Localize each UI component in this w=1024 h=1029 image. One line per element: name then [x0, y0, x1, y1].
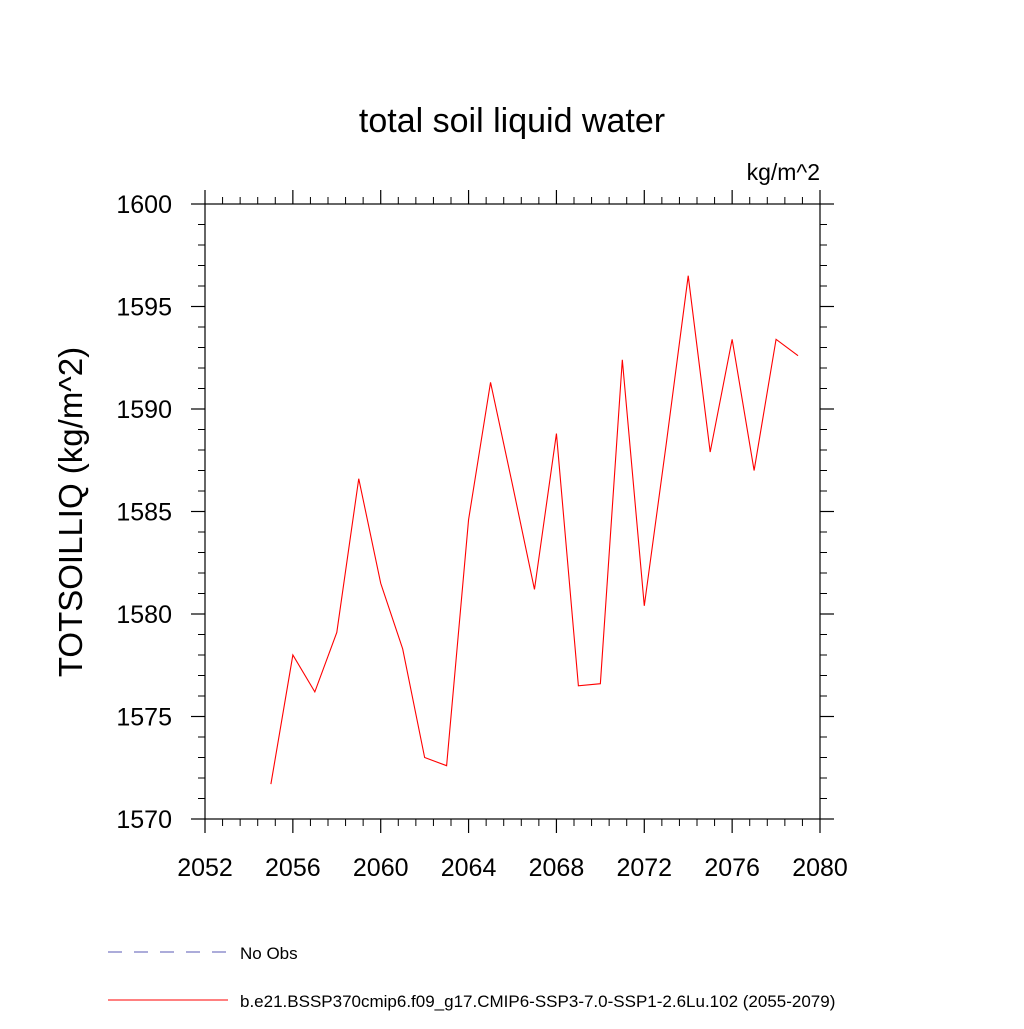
data-point: [357, 477, 360, 480]
axes: 2052 2056 2060 2064 2068 2072 2076 2080 1570 1575…: [116, 190, 848, 882]
y-tick-label: 1580: [116, 601, 172, 629]
units-label: kg/m^2: [747, 159, 820, 185]
data-point: [643, 604, 646, 607]
legend-label: No Obs: [240, 944, 298, 963]
y-tick-label: 1585: [116, 499, 172, 527]
y-axis-label: TOTSOILLIQ (kg/m^2): [52, 347, 89, 677]
y-tick-label: 1575: [116, 704, 172, 732]
y-tick-label: 1590: [116, 396, 172, 424]
data-point: [665, 442, 668, 445]
data-point: [555, 432, 558, 435]
data-point: [379, 582, 382, 585]
y-tick-label: 1600: [116, 191, 172, 219]
x-tick-label: 2068: [529, 854, 585, 882]
chart-title: total soil liquid water: [359, 102, 665, 140]
data-point: [577, 684, 580, 687]
x-tick-label: 2056: [265, 854, 321, 882]
data-point: [423, 756, 426, 759]
data-point: [731, 338, 734, 341]
data-point: [313, 690, 316, 693]
data-point: [533, 588, 536, 591]
data-point: [445, 764, 448, 767]
data-point: [687, 274, 690, 277]
data-point: [467, 518, 470, 521]
data-point: [599, 682, 602, 685]
x-tick-label: 2076: [704, 854, 760, 882]
y-tick-label: 1570: [116, 806, 172, 834]
plot-series: [269, 274, 800, 786]
data-point: [335, 631, 338, 634]
data-point: [709, 451, 712, 454]
x-tick-label: 2080: [792, 854, 848, 882]
data-point: [775, 338, 778, 341]
legend-label: b.e21.BSSP370cmip6.f09_g17.CMIP6-SSP3-7.…: [240, 992, 835, 1011]
x-tick-label: 2072: [616, 854, 672, 882]
y-tick-label: 1595: [116, 294, 172, 322]
legend: No Obs b.e21.BSSP370cmip6.f09_g17.CMIP6-S…: [108, 944, 835, 1011]
data-point: [269, 783, 272, 786]
data-point: [489, 381, 492, 384]
x-tick-label: 2060: [353, 854, 409, 882]
plot-frame: [204, 203, 821, 820]
data-point: [797, 354, 800, 357]
x-tick-label: 2052: [177, 854, 233, 882]
series-line: [270, 275, 799, 785]
data-point: [511, 483, 514, 486]
data-point: [291, 654, 294, 657]
x-tick-label: 2064: [441, 854, 497, 882]
data-point: [621, 358, 624, 361]
data-point: [401, 647, 404, 650]
data-point: [753, 469, 756, 472]
